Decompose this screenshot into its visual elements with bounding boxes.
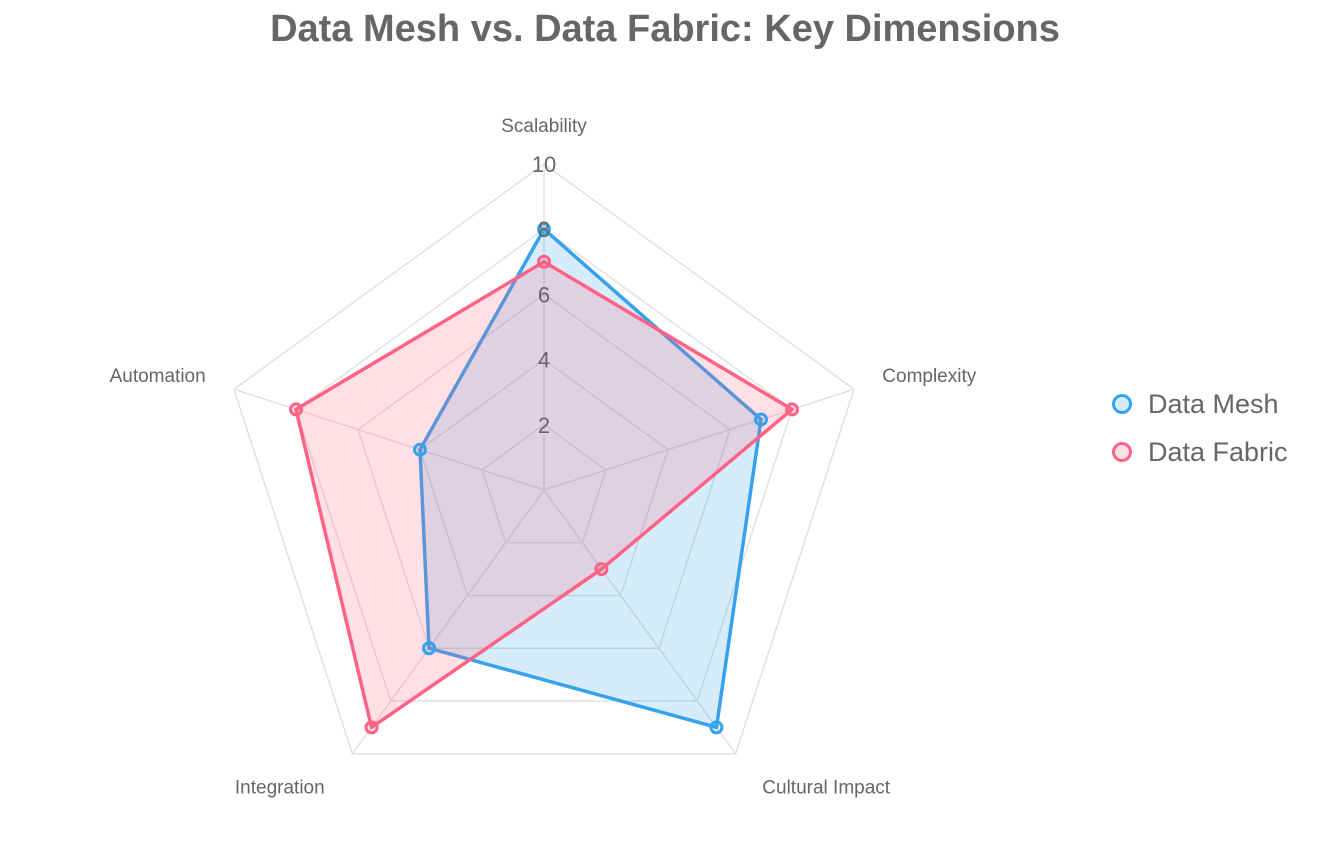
series-area-1 <box>294 260 794 730</box>
axis-label: Automation <box>110 366 206 387</box>
tick-label: 4 <box>538 348 550 373</box>
grid-ring <box>481 423 607 544</box>
data-point[interactable] <box>754 412 769 427</box>
grid-spoke <box>233 388 545 491</box>
axis-label: Scalability <box>501 116 587 137</box>
data-point[interactable] <box>537 254 551 269</box>
axis-label: Integration <box>235 778 325 799</box>
radar-grid <box>233 163 855 755</box>
legend-item[interactable]: Data Fabric <box>1112 428 1288 476</box>
radar-axis-labels: Scalability Complexity Cultural Impact Inte… <box>110 116 977 799</box>
radar-series <box>288 222 800 735</box>
data-point[interactable] <box>594 562 609 577</box>
grid-ring <box>295 228 793 702</box>
grid-ring <box>357 293 731 649</box>
legend-swatch <box>1112 394 1132 414</box>
tick-label: 8 <box>538 217 550 242</box>
data-point[interactable] <box>364 720 379 735</box>
chart-title: Data Mesh vs. Data Fabric: Key Dimension… <box>270 8 1060 50</box>
radar-ticks: 2 4 6 8 10 <box>532 152 556 438</box>
data-point[interactable] <box>422 641 437 656</box>
data-point[interactable] <box>412 442 427 457</box>
data-point[interactable] <box>785 402 800 417</box>
legend-label: Data Fabric <box>1148 436 1288 467</box>
tick-label: 2 <box>538 413 550 438</box>
series-area-0 <box>418 227 763 730</box>
data-point[interactable] <box>288 402 303 417</box>
grid-spoke <box>543 489 737 755</box>
grid-ring <box>419 358 669 597</box>
data-point[interactable] <box>537 222 551 237</box>
legend: Data Mesh Data Fabric <box>1112 380 1288 476</box>
grid-ring <box>233 163 855 755</box>
tick-label: 6 <box>538 282 550 307</box>
legend-label: Data Mesh <box>1148 388 1279 419</box>
data-point[interactable] <box>709 720 724 735</box>
grid-spoke <box>351 489 545 755</box>
legend-item[interactable]: Data Mesh <box>1112 380 1288 428</box>
legend-swatch <box>1112 442 1132 462</box>
axis-label: Complexity <box>882 366 976 387</box>
axis-label: Cultural Impact <box>762 778 890 799</box>
tick-label: 10 <box>532 152 556 177</box>
grid-spoke <box>543 388 855 491</box>
